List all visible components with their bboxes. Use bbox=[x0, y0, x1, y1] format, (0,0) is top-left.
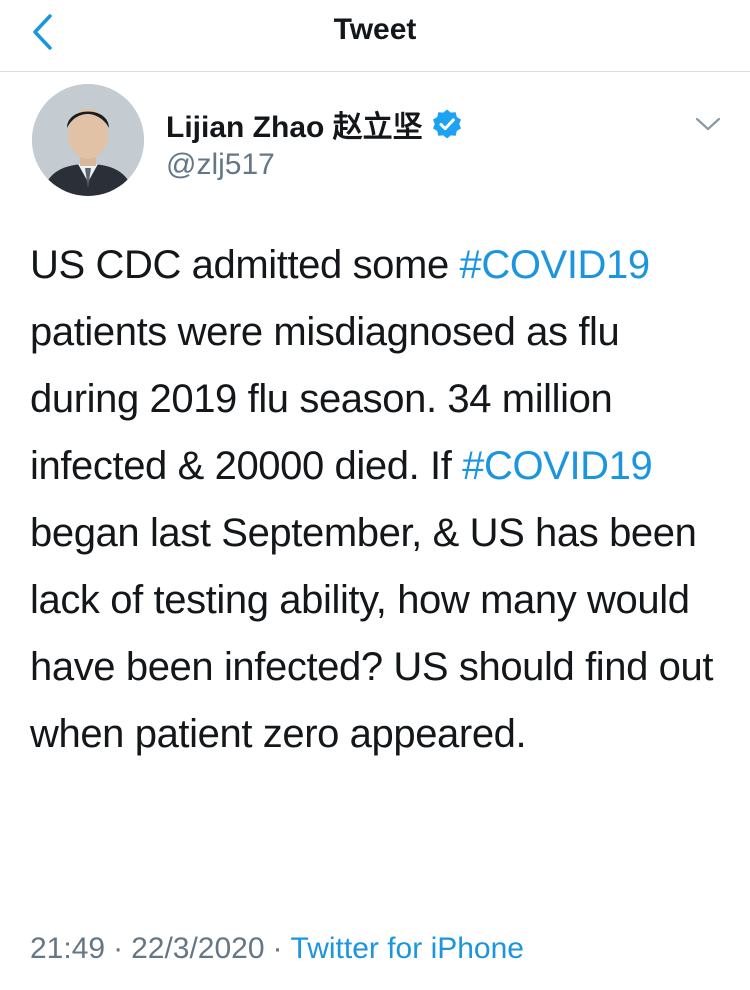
chevron-left-icon bbox=[33, 14, 52, 50]
tweet-time: 21:49 bbox=[30, 932, 106, 965]
hashtag-link[interactable]: #COVID19 bbox=[462, 444, 653, 488]
navigation-bar: Tweet bbox=[0, 0, 750, 72]
name-row: Lijian Zhao 赵立坚 bbox=[166, 104, 463, 144]
tweet-text: US CDC admitted some #COVID19 patients w… bbox=[30, 232, 720, 768]
hashtag-link[interactable]: #COVID19 bbox=[459, 243, 651, 287]
page-title: Tweet bbox=[333, 13, 417, 46]
tweet-text-segment: patients were misdiagnosed as flu during… bbox=[30, 310, 620, 488]
display-name[interactable]: Lijian Zhao 赵立坚 bbox=[166, 111, 423, 144]
tweet-date: 22/3/2020 bbox=[131, 932, 265, 965]
verified-badge-icon bbox=[432, 109, 461, 139]
tweet-text-segment: began last September, & US has been lack… bbox=[30, 511, 714, 756]
avatar[interactable] bbox=[32, 84, 144, 196]
separator-dot: · bbox=[113, 932, 124, 965]
tweet-metadata: 21:49 · 22/3/2020 · Twitter for iPhone bbox=[30, 926, 524, 972]
user-handle[interactable]: @zlj517 bbox=[166, 148, 275, 181]
back-button[interactable] bbox=[22, 8, 62, 56]
more-options-button[interactable] bbox=[690, 106, 726, 142]
separator-dot: · bbox=[272, 932, 283, 965]
chevron-down-icon bbox=[695, 117, 721, 131]
tweet-text-segment: US CDC admitted some bbox=[30, 243, 460, 287]
profile-photo bbox=[32, 84, 144, 196]
tweet-source-link[interactable]: Twitter for iPhone bbox=[290, 932, 524, 965]
author-info: Lijian Zhao 赵立坚 @zlj517 bbox=[166, 104, 463, 182]
